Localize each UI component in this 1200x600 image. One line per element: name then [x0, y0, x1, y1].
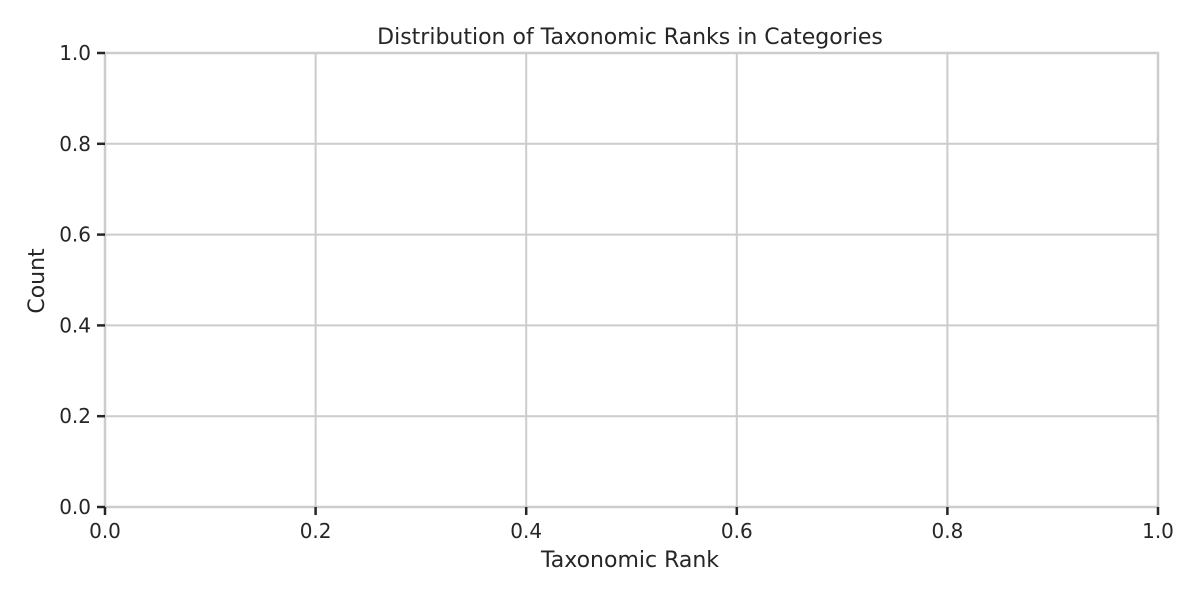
y-tick-label: 0.2 [59, 404, 91, 428]
x-tick-label: 0.8 [931, 519, 963, 543]
x-tick-label: 0.0 [89, 519, 121, 543]
y-tick-label: 0.0 [59, 495, 91, 519]
y-tick-label: 1.0 [59, 41, 91, 65]
x-tick-label: 0.6 [721, 519, 753, 543]
y-axis-title: Count [25, 248, 50, 314]
x-tick-label: 0.2 [300, 519, 332, 543]
chart-title: Distribution of Taxonomic Ranks in Categ… [377, 25, 883, 50]
y-tick-label: 0.8 [59, 132, 91, 156]
y-tick-label: 0.4 [59, 313, 91, 337]
axis-ticks: 0.0 0.2 0.4 0.6 0.8 1.0 0.0 0.2 0.4 0.6 0.8 1.0 [59, 41, 1174, 543]
y-tick-label: 0.6 [59, 223, 91, 247]
x-tick-label: 1.0 [1142, 519, 1174, 543]
x-tick-label: 0.4 [510, 519, 542, 543]
plot-frame [103, 51, 1160, 509]
axes-spines [103, 51, 1160, 509]
x-axis-title: Taxonomic Rank [540, 548, 719, 573]
